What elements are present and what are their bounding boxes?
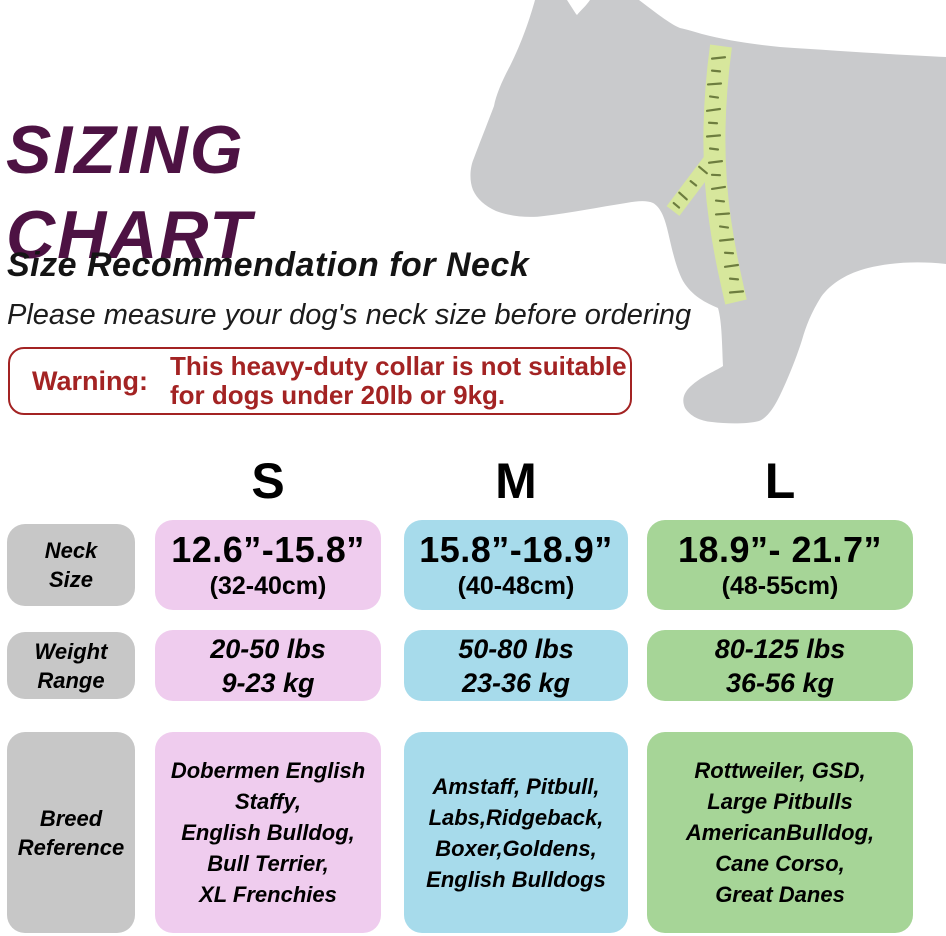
neck-size-s-cm: (32-40cm) [209,572,327,600]
neck-size-l-inches: 18.9”- 21.7” [677,529,883,570]
measuring-tape-band [703,44,747,305]
weight-range-cell-m: 50-80 lbs 23-36 kg [404,630,628,701]
neck-size-l-cm: (48-55cm) [721,572,839,600]
weight-range-cell-s: 20-50 lbs 9-23 kg [155,630,381,701]
breed-reference-cell-s: Dobermen English Staffy, English Bulldog… [155,732,381,933]
row-label-weight-range: Weight Range [7,632,135,699]
measure-note: Please measure your dog's neck size befo… [7,299,692,331]
size-header-s: S [251,453,285,509]
neck-size-m-inches: 15.8”-18.9” [419,529,613,570]
dog-with-measuring-tape-illustration [470,0,946,424]
measuring-tape-branch [666,153,720,216]
subtitle: Size Recommendation for Neck [7,246,530,284]
size-header-m: M [495,453,537,509]
neck-size-cell-m: 15.8”-18.9” (40-48cm) [404,520,628,610]
warning-text: This heavy-duty collar is not suitable f… [169,351,627,410]
measuring-tape-ticks [672,56,745,294]
neck-size-m-cm: (40-48cm) [457,572,575,600]
page-title: SIZING CHART [6,108,253,278]
page-title-line1: SIZING [6,111,245,188]
size-header-l: L [764,453,796,509]
neck-size-cell-l: 18.9”- 21.7” (48-55cm) [647,520,913,610]
breed-reference-cell-l: Rottweiler, GSD, Large Pitbulls American… [647,732,913,933]
warning-label: Warning: [32,365,148,396]
weight-range-cell-l: 80-125 lbs 36-56 kg [647,630,913,701]
warning-box: Warning: This heavy-duty collar is not s… [8,347,632,415]
row-label-breed-reference: Breed Reference [7,732,135,933]
neck-size-cell-s: 12.6”-15.8” (32-40cm) [155,520,381,610]
neck-size-s-inches: 12.6”-15.8” [171,529,365,570]
row-label-neck-size: Neck Size [7,524,135,606]
breed-reference-cell-m: Amstaff, Pitbull, Labs,Ridgeback, Boxer,… [404,732,628,933]
page-title-line2: CHART [6,196,253,273]
